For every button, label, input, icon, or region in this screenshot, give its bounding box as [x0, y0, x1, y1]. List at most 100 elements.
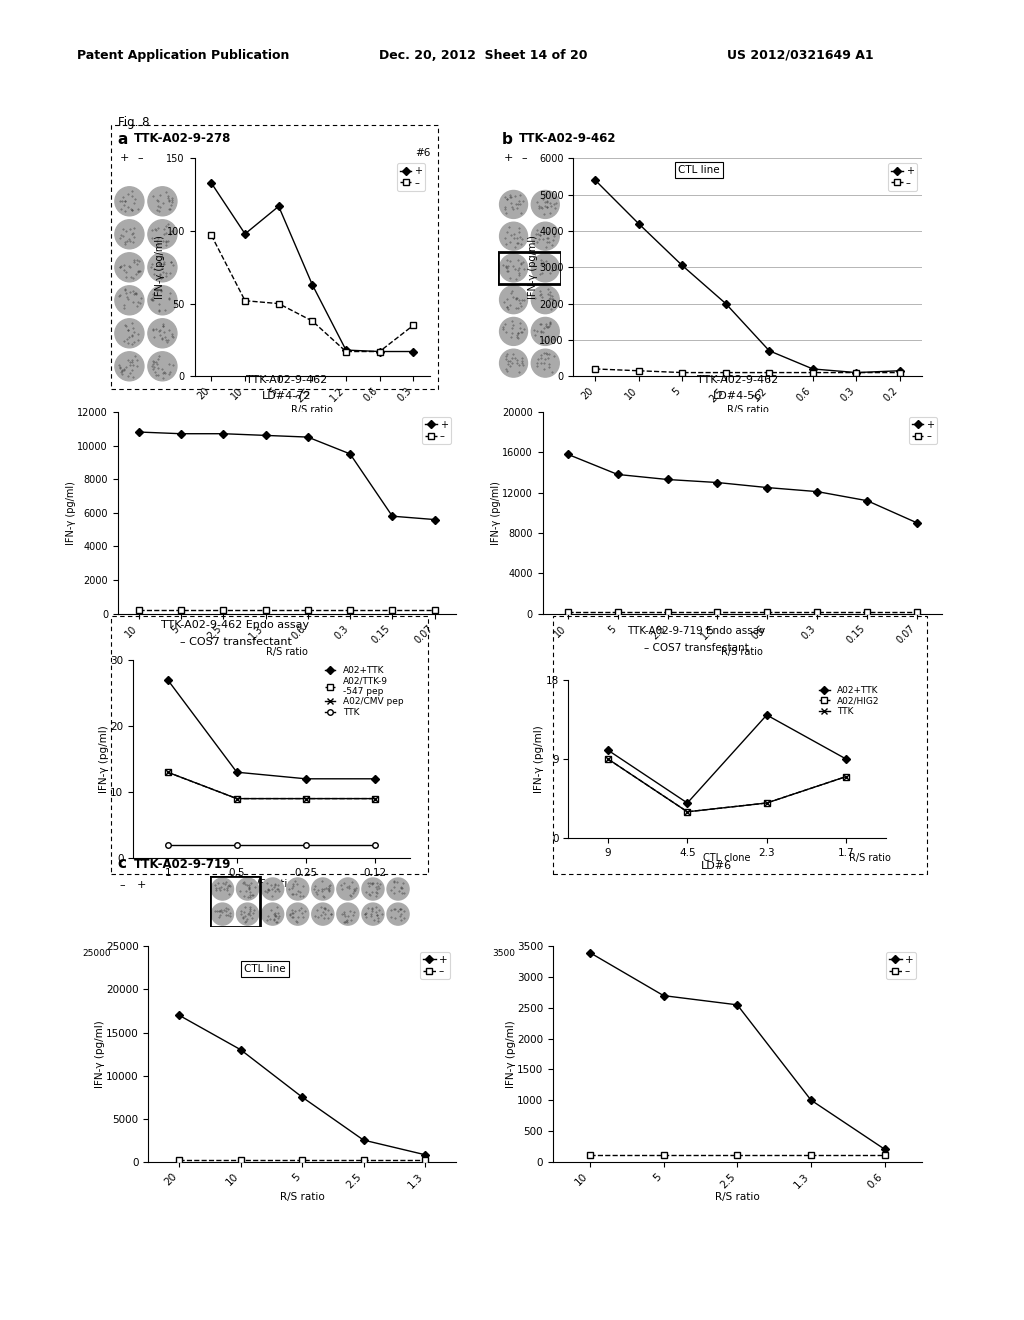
Circle shape [311, 903, 334, 925]
TTK [602, 751, 614, 767]
A02/TTK-9
-547 pep [162, 764, 174, 780]
Text: –: – [120, 879, 125, 890]
A02+TTK [681, 795, 693, 810]
Text: – COS7 transfectant: – COS7 transfectant [179, 636, 292, 647]
Y-axis label: IFN-γ (pg/ml): IFN-γ (pg/ml) [490, 480, 501, 545]
Text: –: – [521, 153, 526, 164]
A02/HIG2 [681, 804, 693, 820]
Circle shape [337, 903, 359, 925]
Legend: +, –: +, – [420, 952, 451, 979]
A02/CMV pep [369, 791, 381, 807]
Legend: +, –: +, – [909, 417, 937, 444]
A02+TTK [761, 708, 773, 723]
A02+TTK [162, 672, 174, 688]
A02+TTK [369, 771, 381, 787]
Legend: +, –: +, – [423, 417, 451, 444]
Circle shape [147, 253, 177, 281]
Y-axis label: IFN-γ (pg/ml): IFN-γ (pg/ml) [66, 480, 76, 545]
Text: #6: #6 [415, 148, 430, 157]
Circle shape [115, 253, 144, 281]
Circle shape [500, 350, 527, 378]
TTK [369, 837, 381, 853]
Text: +: + [137, 879, 146, 890]
A02/CMV pep [300, 791, 312, 807]
Text: – COS7 transfectant: – COS7 transfectant [644, 643, 749, 653]
Text: 25000: 25000 [82, 949, 111, 957]
A02/HIG2 [761, 795, 773, 810]
Circle shape [500, 190, 527, 218]
Circle shape [500, 317, 527, 346]
A02/CMV pep [230, 791, 243, 807]
TTK [300, 837, 312, 853]
Legend: +, –: +, – [889, 164, 916, 190]
Bar [210, 876, 260, 927]
Y-axis label: IFN-γ (pg/ml): IFN-γ (pg/ml) [99, 725, 109, 793]
Circle shape [147, 186, 177, 215]
Circle shape [261, 903, 284, 925]
Circle shape [147, 352, 177, 381]
Circle shape [115, 352, 144, 381]
Circle shape [500, 285, 527, 314]
Y-axis label: IFN-γ (pg/ml): IFN-γ (pg/ml) [506, 1020, 516, 1088]
Line: A02+TTK: A02+TTK [165, 677, 378, 781]
Circle shape [337, 878, 359, 900]
X-axis label: R/S ratio: R/S ratio [715, 1192, 760, 1201]
Text: +: + [120, 153, 129, 164]
Legend: +, –: +, – [886, 952, 916, 979]
Y-axis label: IFN-γ (pg/ml): IFN-γ (pg/ml) [534, 725, 544, 793]
Line: A02/CMV pep: A02/CMV pep [164, 768, 379, 803]
Circle shape [147, 219, 177, 248]
X-axis label: R/S ratio: R/S ratio [266, 647, 307, 657]
Circle shape [531, 285, 559, 314]
A02+TTK [300, 771, 312, 787]
X-axis label: R/S ratio: R/S ratio [249, 879, 294, 890]
A02/HIG2 [602, 751, 614, 767]
TTK [681, 804, 693, 820]
Text: Patent Application Publication: Patent Application Publication [77, 49, 289, 62]
Line: TTK: TTK [165, 842, 378, 847]
Legend: A02+TTK, A02/HIG2, TTK: A02+TTK, A02/HIG2, TTK [817, 684, 882, 718]
Line: A02/HIG2: A02/HIG2 [605, 756, 849, 814]
Circle shape [387, 878, 409, 900]
Text: TTK-A02-9-278: TTK-A02-9-278 [134, 132, 231, 145]
Text: TTK-A02-9-719 Endo assay: TTK-A02-9-719 Endo assay [627, 626, 766, 636]
Text: LD#6: LD#6 [701, 861, 732, 871]
A02/TTK-9
-547 pep [300, 791, 312, 807]
Line: A02+TTK: A02+TTK [605, 711, 849, 807]
Line: A02/TTK-9
-547 pep: A02/TTK-9 -547 pep [165, 770, 378, 801]
TTK [840, 768, 852, 784]
Circle shape [115, 286, 144, 315]
Circle shape [311, 878, 334, 900]
Text: TTK-A02-9-462 Endo assay: TTK-A02-9-462 Endo assay [162, 619, 309, 630]
Circle shape [287, 903, 309, 925]
Text: LD#4-72: LD#4-72 [262, 391, 311, 401]
Circle shape [531, 317, 559, 346]
Circle shape [237, 878, 259, 900]
A02/TTK-9
-547 pep [230, 791, 243, 807]
Text: +: + [504, 153, 513, 164]
Circle shape [387, 903, 409, 925]
Text: b: b [502, 132, 513, 147]
X-axis label: R/S ratio: R/S ratio [727, 405, 768, 416]
A02+TTK [602, 742, 614, 758]
TTK [230, 837, 243, 853]
A02/HIG2 [840, 768, 852, 784]
Circle shape [361, 903, 384, 925]
Text: a: a [118, 132, 128, 147]
A02/TTK-9
-547 pep [369, 791, 381, 807]
Circle shape [147, 286, 177, 315]
Circle shape [531, 350, 559, 378]
Text: Dec. 20, 2012  Sheet 14 of 20: Dec. 20, 2012 Sheet 14 of 20 [379, 49, 588, 62]
Text: 3500: 3500 [493, 949, 515, 957]
Circle shape [115, 219, 144, 248]
TTK [761, 795, 773, 810]
Y-axis label: IFN-γ (pg/ml): IFN-γ (pg/ml) [94, 1020, 104, 1088]
Circle shape [212, 878, 233, 900]
Legend: +, –: +, – [397, 164, 425, 190]
Text: CTL clone: CTL clone [703, 853, 751, 863]
Text: –: – [137, 153, 142, 164]
Text: CTL line: CTL line [245, 964, 286, 974]
Text: Fig. 8: Fig. 8 [118, 116, 150, 129]
Text: LD#4-56: LD#4-56 [713, 391, 762, 401]
Y-axis label: IFN-γ (pg/ml): IFN-γ (pg/ml) [155, 235, 165, 300]
